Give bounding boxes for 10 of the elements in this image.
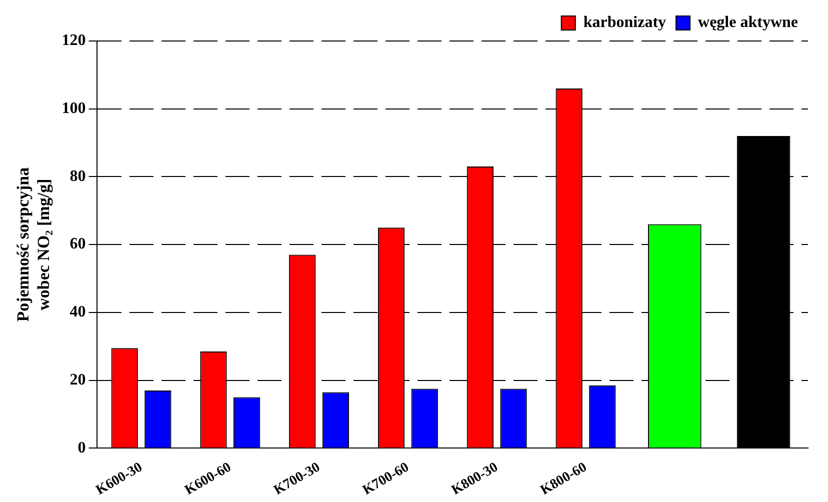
legend-label: węgle aktywne (698, 14, 798, 32)
y-tick-label: 100 (62, 100, 86, 118)
y-tick-label: 40 (70, 304, 86, 321)
y-axis-title: Pojemność sorpcyjna wobec NO₂ [mg/g] (14, 166, 53, 322)
y-tick-label: 80 (70, 168, 86, 185)
y-tick-label: 60 (70, 236, 86, 253)
legend-label: karbonizaty (583, 14, 666, 32)
y-tick-label: 20 (70, 371, 86, 388)
y-tick-label: 120 (62, 32, 86, 50)
y-tick-label: 0 (78, 439, 86, 456)
